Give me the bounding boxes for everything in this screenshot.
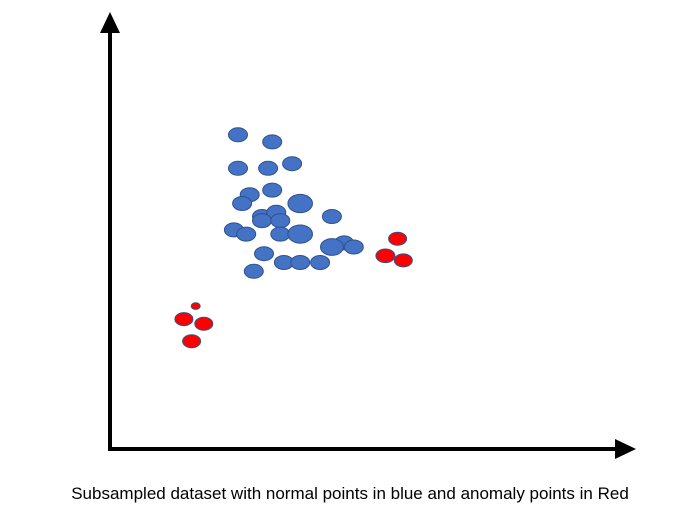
axes bbox=[100, 12, 636, 459]
normal-point-7 bbox=[262, 182, 283, 198]
normal-point-17 bbox=[270, 226, 291, 242]
scatter-plot bbox=[100, 12, 636, 459]
normal-point-26 bbox=[243, 263, 264, 279]
anomaly-point-4 bbox=[190, 302, 201, 310]
data-points bbox=[174, 127, 413, 349]
normal-point-15 bbox=[270, 213, 291, 229]
figure-caption: Subsampled dataset with normal points in… bbox=[71, 484, 629, 503]
normal-point-2 bbox=[262, 134, 283, 150]
anomaly-point-6 bbox=[194, 316, 214, 331]
anomaly-point-1 bbox=[388, 231, 408, 246]
anomaly-point-3 bbox=[393, 253, 413, 268]
normal-point-8 bbox=[232, 196, 253, 211]
x-axis-arrowhead bbox=[615, 439, 636, 459]
normal-point-14 bbox=[252, 213, 272, 229]
anomaly-point-2 bbox=[375, 248, 396, 264]
normal-point-11 bbox=[287, 193, 314, 214]
normal-point-20 bbox=[320, 238, 344, 256]
normal-point-18 bbox=[287, 224, 314, 244]
y-axis-arrowhead bbox=[100, 12, 120, 33]
anomaly-point-5 bbox=[174, 312, 194, 327]
normal-point-5 bbox=[282, 156, 303, 172]
normal-point-24 bbox=[290, 255, 311, 270]
normal-point-12 bbox=[321, 209, 342, 224]
normal-point-1 bbox=[228, 127, 248, 143]
normal-point-3 bbox=[228, 160, 248, 176]
anomaly-point-7 bbox=[182, 334, 202, 349]
normal-point-21 bbox=[343, 239, 364, 255]
normal-point-25 bbox=[310, 255, 331, 270]
normal-point-16 bbox=[236, 226, 257, 242]
normal-point-4 bbox=[258, 160, 279, 176]
normal-point-22 bbox=[254, 246, 274, 262]
